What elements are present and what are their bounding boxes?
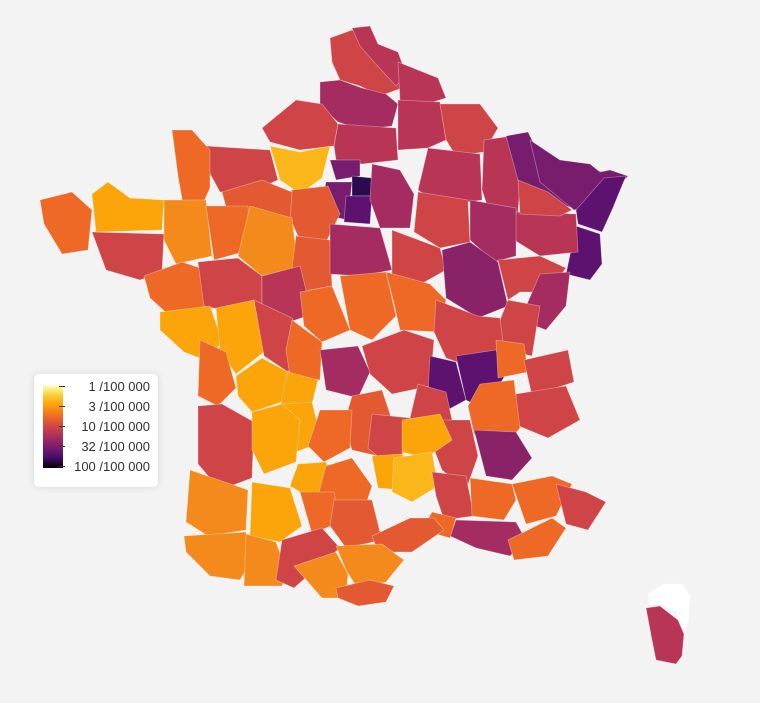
department-gard[interactable]: [391, 451, 439, 503]
department-meurthe[interactable]: [517, 179, 573, 217]
department-hte-corse[interactable]: [647, 583, 691, 633]
department-charente-m[interactable]: [197, 339, 237, 407]
department-yonne[interactable]: [391, 229, 447, 289]
legend-label-100: 100 /100 000: [74, 459, 150, 474]
department-aude[interactable]: [335, 543, 405, 587]
department-haute-marne[interactable]: [469, 199, 517, 263]
legend-row-100: 100 /100 000: [34, 460, 158, 474]
department-finistere[interactable]: [39, 191, 93, 255]
department-cotes-armor[interactable]: [91, 181, 165, 233]
department-seine-marne[interactable]: [369, 163, 415, 229]
legend-row-32: 32 /100 000: [34, 440, 158, 454]
department-loir-cher[interactable]: [299, 285, 351, 343]
department-paris-ring[interactable]: [351, 175, 373, 197]
department-aisne-top[interactable]: [397, 61, 447, 107]
department-deux-sevres[interactable]: [215, 299, 265, 375]
legend-label-3: 3 /100 000: [88, 399, 150, 414]
department-gironde[interactable]: [197, 403, 255, 491]
department-manche[interactable]: [171, 129, 211, 211]
legend-tick-mark: [59, 466, 65, 467]
department-essonne[interactable]: [343, 195, 373, 225]
legend-tick-mark: [59, 386, 65, 387]
department-dordogne[interactable]: [251, 403, 301, 475]
department-jura[interactable]: [495, 339, 529, 379]
legend-label-32: 32 /100 000: [81, 439, 150, 454]
legend-tick-mark: [59, 426, 65, 427]
legend-row-10: 10 /100 000: [34, 420, 158, 434]
department-alpes-sea[interactable]: [555, 483, 607, 531]
legend-row-1: 1 /100 000: [34, 380, 158, 394]
department-vaucluse[interactable]: [431, 471, 475, 521]
legend-label-10: 10 /100 000: [81, 419, 150, 434]
departments-layer: [39, 25, 691, 665]
department-lot-gar[interactable]: [249, 481, 303, 543]
legend-gradient: [43, 386, 63, 468]
department-vosges[interactable]: [513, 211, 579, 257]
legend-label-1: 1 /100 000: [88, 379, 150, 394]
department-tarn[interactable]: [329, 499, 383, 549]
department-hte-savoie[interactable]: [523, 349, 575, 397]
department-hautes-alpes[interactable]: [473, 429, 533, 481]
department-pyr-atl[interactable]: [183, 531, 253, 581]
department-savoie[interactable]: [513, 385, 581, 439]
department-landes[interactable]: [185, 469, 249, 537]
department-oise[interactable]: [333, 123, 399, 165]
legend-tick-mark: [59, 446, 65, 447]
department-bas-rhin[interactable]: [575, 175, 627, 233]
legend-row-3: 3 /100 000: [34, 400, 158, 414]
department-ardeche[interactable]: [401, 413, 453, 459]
department-creuse[interactable]: [319, 345, 371, 399]
department-aube[interactable]: [413, 191, 471, 249]
legend-tick-mark: [59, 406, 65, 407]
department-val-oise[interactable]: [329, 159, 361, 181]
department-cantal[interactable]: [307, 409, 353, 463]
color-legend: 1 /100 000 3 /100 000 10 /100 000 32 /10…: [34, 374, 158, 487]
department-aisne[interactable]: [397, 99, 447, 151]
department-somme[interactable]: [261, 99, 339, 151]
department-corse-sud[interactable]: [645, 605, 685, 665]
department-vallee[interactable]: [507, 517, 567, 561]
department-ille-vilaine[interactable]: [163, 199, 213, 265]
department-alpes-hte-p[interactable]: [469, 477, 517, 521]
department-loiret[interactable]: [329, 223, 393, 277]
department-cher[interactable]: [339, 271, 397, 341]
department-pyr-or[interactable]: [335, 579, 395, 607]
department-seine-mar[interactable]: [269, 145, 331, 195]
